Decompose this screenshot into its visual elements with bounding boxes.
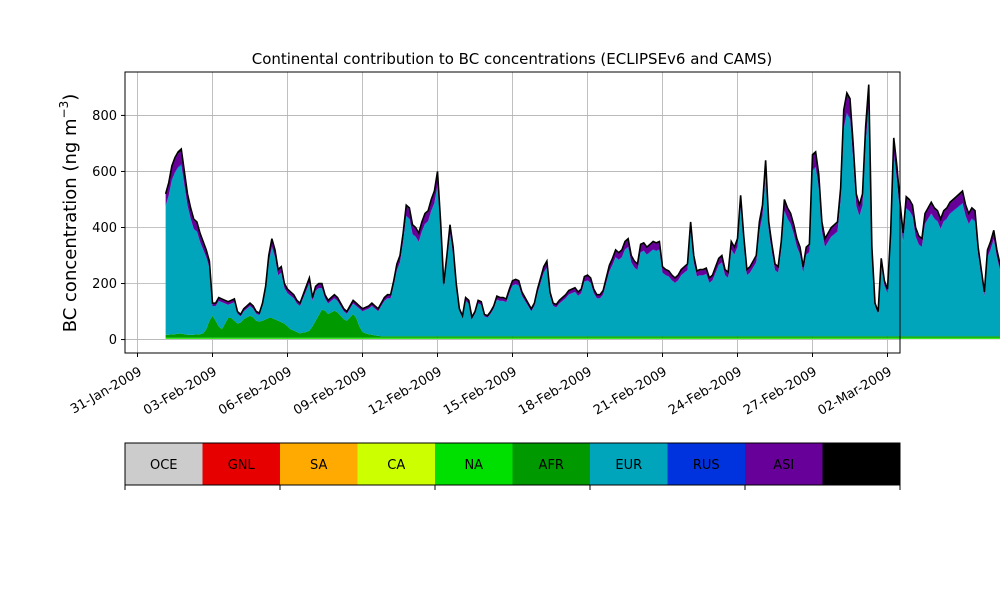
area-na	[165, 337, 1000, 339]
x-tick-label: 03-Feb-2009	[141, 364, 220, 418]
legend-label-eur: EUR	[615, 458, 642, 473]
y-axis: 0 200 400 600 800	[92, 109, 125, 348]
y-axis-label-exponent: −3	[57, 101, 71, 119]
legend-label-rus: RUS	[693, 458, 720, 473]
y-tick-label: 400	[92, 221, 117, 236]
legend-label-aus: AUS	[848, 458, 875, 473]
area-afr	[165, 309, 1000, 338]
area-eur	[165, 106, 1000, 337]
legend-frame	[124, 442, 901, 486]
legend-swatch-aus	[822, 443, 900, 485]
y-tick-label: 200	[92, 277, 117, 292]
x-tick-label: 18-Feb-2009	[516, 364, 595, 418]
y-axis-label: BC concentration (ng m−3)	[57, 94, 81, 333]
legend-label-afr: AFR	[539, 458, 564, 473]
legend-colorbar: OCE GNL SA CA NA AFR EUR RUS ASI AUS	[124, 442, 901, 490]
legend-label-na: NA	[464, 458, 483, 473]
legend-swatch-oce	[125, 443, 203, 485]
y-tick-label: 800	[92, 109, 117, 124]
x-tick-label: 27-Feb-2009	[741, 364, 820, 418]
x-tick-label: 24-Feb-2009	[666, 364, 745, 418]
legend-label-sa: SA	[310, 458, 327, 473]
legend-swatch-sa	[280, 443, 358, 485]
x-axis: 31-Jan-200903-Feb-200906-Feb-200909-Feb-…	[68, 353, 895, 419]
y-tick-label: 600	[92, 165, 117, 180]
x-tick-label: 06-Feb-2009	[216, 364, 295, 418]
x-tick-label: 31-Jan-2009	[68, 364, 145, 417]
legend-label-gnl: GNL	[228, 458, 256, 473]
legend-swatch-rus	[667, 443, 745, 485]
x-tick-label: 09-Feb-2009	[291, 364, 370, 418]
x-tick-label: 12-Feb-2009	[366, 364, 445, 418]
legend-swatch-eur	[590, 443, 668, 485]
area-oce	[165, 338, 1000, 340]
x-tick-label: 21-Feb-2009	[591, 364, 670, 418]
legend-swatch-ca	[357, 443, 435, 485]
y-tick-label: 0	[109, 333, 117, 348]
legend-swatch-asi	[745, 443, 823, 485]
chart-title: Continental contribution to BC concentra…	[252, 50, 773, 68]
legend-label-ca: CA	[387, 458, 405, 473]
y-axis-label-close: )	[60, 94, 81, 101]
legend-swatch-na	[435, 443, 513, 485]
x-tick-label: 02-Mar-2009	[816, 364, 895, 418]
x-tick-label: 15-Feb-2009	[441, 364, 520, 418]
legend-swatch-afr	[512, 443, 590, 485]
y-axis-label-text: BC concentration (ng m	[60, 118, 81, 332]
legend-label-oce: OCE	[150, 458, 178, 473]
legend-label-asi: ASI	[773, 458, 794, 473]
total-line	[164, 84, 1000, 320]
plot-area	[124, 71, 1000, 354]
legend-swatch-gnl	[202, 443, 280, 485]
